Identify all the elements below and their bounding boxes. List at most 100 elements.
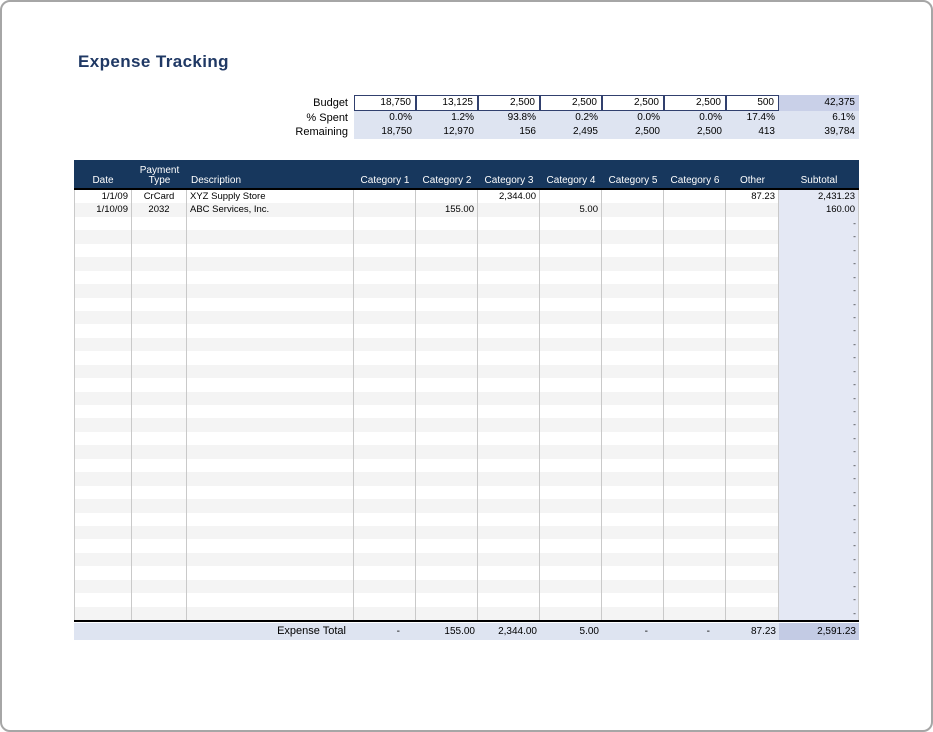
cell-category-6[interactable] (664, 458, 726, 473)
cell-category-6[interactable] (664, 539, 726, 553)
cell-category-3[interactable] (478, 297, 540, 311)
cell-category-6[interactable] (664, 431, 726, 446)
cell-category-3[interactable] (478, 579, 540, 594)
cell-category-5[interactable] (602, 364, 664, 379)
cell-date[interactable] (74, 458, 132, 473)
cell-payment-type[interactable] (132, 499, 187, 513)
cell-description[interactable]: XYZ Supply Store (187, 190, 354, 204)
cell-category-5[interactable] (602, 552, 664, 567)
cell-category-3[interactable] (478, 418, 540, 432)
cell-category-6[interactable] (664, 337, 726, 352)
cell-category-5[interactable] (602, 566, 664, 580)
cell-other[interactable] (726, 297, 779, 311)
cell-category-1[interactable] (354, 203, 416, 217)
cell-other[interactable] (726, 593, 779, 607)
cell-category-1[interactable] (354, 525, 416, 540)
cell-description[interactable] (187, 230, 354, 244)
cell-category-3[interactable] (478, 499, 540, 513)
cell-category-4[interactable] (540, 431, 602, 446)
cell-category-6[interactable] (664, 606, 726, 620)
cell-other[interactable] (726, 257, 779, 271)
cell-category-6[interactable] (664, 418, 726, 432)
cell-subtotal[interactable]: - (779, 539, 859, 553)
cell-category-1[interactable] (354, 310, 416, 325)
cell-category-1[interactable] (354, 445, 416, 459)
cell-category-4[interactable] (540, 472, 602, 486)
cell-description[interactable] (187, 284, 354, 298)
cell-category-5[interactable] (602, 324, 664, 338)
cell-other[interactable] (726, 270, 779, 285)
cell-description[interactable] (187, 337, 354, 352)
cell-category-5[interactable] (602, 472, 664, 486)
cell-category-1[interactable] (354, 243, 416, 258)
cell-description[interactable] (187, 499, 354, 513)
cell-date[interactable] (74, 593, 132, 607)
cell-other[interactable] (726, 525, 779, 540)
cell-payment-type[interactable] (132, 310, 187, 325)
cell-category-2[interactable] (416, 364, 478, 379)
cell-category-6[interactable] (664, 405, 726, 419)
cell-category-1[interactable] (354, 431, 416, 446)
cell-other[interactable] (726, 485, 779, 500)
cell-category-4[interactable] (540, 337, 602, 352)
cell-category-1[interactable] (354, 324, 416, 338)
cell-payment-type[interactable] (132, 566, 187, 580)
cell-subtotal[interactable]: - (779, 270, 859, 285)
cell-category-5[interactable] (602, 405, 664, 419)
cell-category-3[interactable] (478, 337, 540, 352)
cell-category-3[interactable] (478, 458, 540, 473)
cell-category-3[interactable] (478, 310, 540, 325)
cell-category-1[interactable] (354, 579, 416, 594)
cell-category-4[interactable] (540, 445, 602, 459)
cell-date[interactable] (74, 485, 132, 500)
cell-date[interactable]: 1/10/09 (74, 203, 132, 217)
cell-subtotal[interactable]: - (779, 297, 859, 311)
cell-subtotal[interactable]: - (779, 257, 859, 271)
cell-subtotal[interactable]: - (779, 431, 859, 446)
summary-budget-category-2[interactable]: 13,125 (416, 95, 478, 111)
cell-category-6[interactable] (664, 270, 726, 285)
cell-category-5[interactable] (602, 445, 664, 459)
cell-category-4[interactable] (540, 257, 602, 271)
cell-category-4[interactable] (540, 485, 602, 500)
cell-payment-type[interactable] (132, 579, 187, 594)
cell-date[interactable] (74, 324, 132, 338)
cell-other[interactable] (726, 445, 779, 459)
summary-budget-category-1[interactable]: 18,750 (354, 95, 416, 111)
cell-subtotal[interactable]: - (779, 230, 859, 244)
cell-category-5[interactable] (602, 297, 664, 311)
cell-date[interactable] (74, 230, 132, 244)
cell-category-3[interactable] (478, 512, 540, 526)
cell-description[interactable] (187, 216, 354, 231)
cell-category-2[interactable] (416, 351, 478, 365)
cell-category-5[interactable] (602, 310, 664, 325)
cell-payment-type[interactable] (132, 431, 187, 446)
cell-category-1[interactable] (354, 297, 416, 311)
cell-other[interactable] (726, 284, 779, 298)
cell-description[interactable] (187, 418, 354, 432)
cell-payment-type[interactable] (132, 378, 187, 392)
cell-category-2[interactable] (416, 243, 478, 258)
cell-description[interactable] (187, 458, 354, 473)
cell-other[interactable] (726, 552, 779, 567)
cell-category-4[interactable] (540, 593, 602, 607)
cell-category-3[interactable] (478, 284, 540, 298)
cell-description[interactable] (187, 593, 354, 607)
cell-category-1[interactable] (354, 485, 416, 500)
cell-date[interactable] (74, 606, 132, 620)
cell-category-6[interactable] (664, 472, 726, 486)
cell-category-5[interactable] (602, 458, 664, 473)
cell-subtotal[interactable]: - (779, 606, 859, 620)
cell-date[interactable] (74, 310, 132, 325)
cell-date[interactable] (74, 499, 132, 513)
cell-category-4[interactable] (540, 579, 602, 594)
cell-subtotal[interactable]: - (779, 566, 859, 580)
cell-date[interactable] (74, 579, 132, 594)
cell-category-2[interactable] (416, 190, 478, 204)
cell-category-5[interactable] (602, 391, 664, 405)
cell-category-2[interactable] (416, 230, 478, 244)
cell-category-3[interactable] (478, 378, 540, 392)
cell-subtotal[interactable]: - (779, 405, 859, 419)
cell-category-5[interactable] (602, 579, 664, 594)
cell-description[interactable] (187, 324, 354, 338)
